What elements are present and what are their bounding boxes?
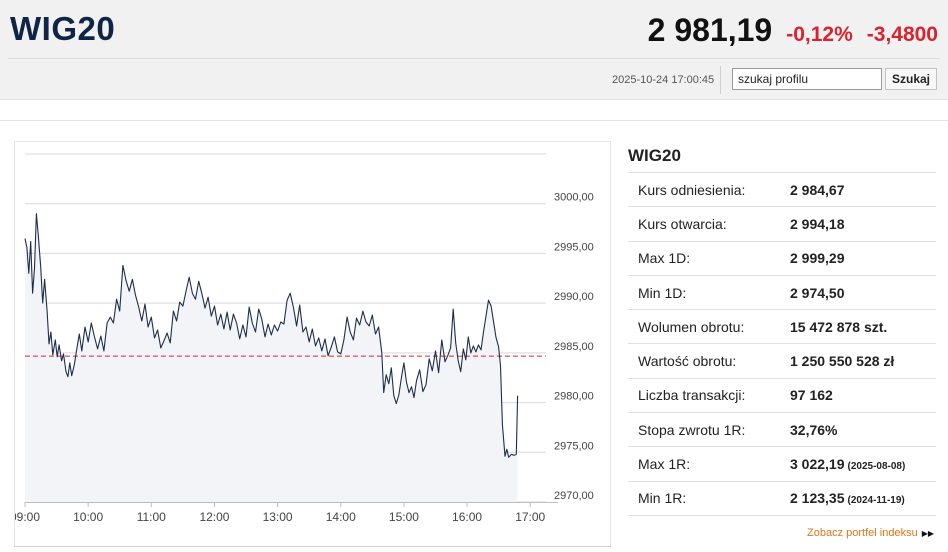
stats-title: WIG20 (628, 146, 681, 165)
stats-row-return-1y: Stopa zwrotu 1R: 32,76% (628, 413, 936, 448)
stats-value: 2 994,18 (790, 215, 845, 232)
x-tick-label: 15:00 (389, 510, 419, 524)
stats-label: Kurs odniesienia: (638, 181, 746, 198)
x-tick-label: 17:00 (515, 510, 545, 524)
stats-value: 15 472 878 szt. (790, 318, 888, 335)
stats-value: 32,76% (790, 421, 838, 438)
stats-value: 1 250 550 528 zł (790, 353, 895, 370)
profile-search-input[interactable] (732, 68, 882, 90)
stats-label: Kurs otwarcia: (638, 215, 727, 232)
price-area (25, 213, 518, 502)
stats-value: 3 022,19 (2025-08-08) (790, 456, 906, 473)
quote-header: WIG20 2 981,19 -0,12% -3,4800 2025-10-24… (0, 0, 948, 100)
y-tick-label: 2970,00 (554, 490, 594, 502)
double-arrow-right-icon: ▶▶ (921, 529, 934, 538)
y-tick-label: 2980,00 (554, 391, 594, 403)
x-tick-label: 11:00 (137, 510, 166, 524)
stats-label: Wolumen obrotu: (638, 318, 745, 335)
stats-row-max-1d: Max 1D: 2 999,29 (628, 242, 936, 276)
stats-value: 2 999,29 (790, 250, 845, 267)
stats-label: Min 1R: (638, 490, 687, 507)
x-tick-label: 13:00 (263, 510, 293, 524)
stats-date-note: (2025-08-08) (847, 461, 906, 473)
stats-value: 2 974,50 (790, 284, 845, 301)
intraday-chart-svg: 3000,00 2995,00 2990,00 2985,00 2980,00 2975,… (15, 153, 594, 524)
y-tick-label: 2990,00 (554, 291, 594, 303)
stats-label: Max 1R: (638, 456, 691, 473)
stats-row-min-1d: Min 1D: 2 974,50 (628, 276, 936, 311)
stats-table: Kurs odniesienia: 2 984,67 Kurs otwarcia… (628, 172, 936, 516)
y-tick-label: 2985,00 (554, 341, 594, 353)
x-tick-label: 10:00 (73, 510, 103, 524)
y-tick-label: 2995,00 (554, 241, 594, 253)
stats-value: 2 123,35 (2024-11-19) (790, 490, 905, 507)
stats-label: Min 1D: (638, 284, 687, 301)
toolbar-separator (720, 66, 721, 94)
x-tick-label: 14:00 (326, 510, 356, 524)
quote-summary: 2 981,19 -0,12% -3,4800 (648, 12, 938, 49)
index-ticker: WIG20 (10, 10, 116, 47)
stats-row-trades: Liczba transakcji: 97 162 (628, 379, 936, 414)
index-portfolio-link[interactable]: Zobacz portfel indeksu ▶▶ (807, 527, 934, 539)
stats-row-max-1y: Max 1R: 3 022,19 (2025-08-08) (628, 447, 936, 482)
stats-row-min-1y: Min 1R: 2 123,35 (2024-11-19) (628, 482, 936, 516)
stats-value: 2 984,67 (790, 181, 845, 198)
stats-label: Stopa zwrotu 1R: (638, 421, 746, 438)
x-tick-label: 12:00 (199, 510, 229, 524)
stats-date-note: (2024-11-19) (847, 495, 905, 507)
stats-label: Wartość obrotu: (638, 353, 737, 370)
intraday-chart[interactable]: 3000,00 2995,00 2990,00 2985,00 2980,00 2975,… (14, 141, 611, 547)
y-tick-label: 2975,00 (554, 440, 594, 452)
search-button[interactable]: Szukaj (885, 68, 937, 90)
stats-row-reference-price: Kurs odniesienia: 2 984,67 (628, 173, 936, 208)
stats-row-open-price: Kurs otwarcia: 2 994,18 (628, 207, 936, 242)
last-price: 2 981,19 (647, 12, 773, 48)
x-tick-label: 09:00 (15, 510, 40, 524)
chart-bottom-border (14, 546, 611, 547)
quote-timestamp: 2025-10-24 17:00:45 (612, 74, 715, 86)
change-percent: -0,12% (786, 23, 853, 46)
stats-row-turnover: Wartość obrotu: 1 250 550 528 zł (628, 344, 936, 379)
y-tick-label: 3000,00 (554, 192, 594, 204)
stats-label: Max 1D: (638, 250, 691, 267)
price-line (24, 213, 519, 458)
stats-value: 97 162 (790, 387, 833, 404)
change-absolute: -3,4800 (866, 23, 938, 46)
x-tick-label: 16:00 (452, 510, 482, 524)
stats-row-volume: Wolumen obrotu: 15 472 878 szt. (628, 310, 936, 345)
stats-label: Liczba transakcji: (638, 387, 746, 404)
header-divider (8, 58, 940, 59)
